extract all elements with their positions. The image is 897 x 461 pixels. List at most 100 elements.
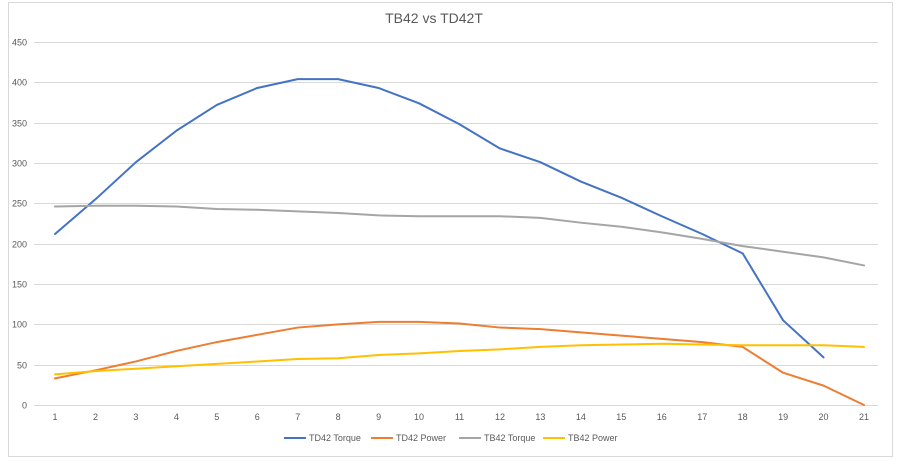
data-point (701, 344, 703, 346)
data-point (297, 327, 299, 329)
data-point (701, 238, 703, 240)
data-point (135, 161, 137, 163)
y-tick-label: 300 (12, 159, 27, 169)
data-point (782, 372, 784, 374)
y-tick-label: 50 (17, 361, 27, 371)
data-point (378, 321, 380, 323)
data-point (94, 370, 96, 372)
y-tick-label: 0 (22, 401, 27, 411)
data-point (216, 363, 218, 365)
y-tick-label: 250 (12, 199, 27, 209)
legend-item: TB42 Power (543, 433, 618, 443)
x-tick-label: 10 (414, 412, 424, 422)
data-point (742, 245, 744, 247)
data-point (418, 102, 420, 104)
data-point (297, 78, 299, 80)
x-tick-label: 1 (52, 412, 57, 422)
data-point (863, 346, 865, 348)
x-tick-label: 19 (778, 412, 788, 422)
x-tick-label: 16 (657, 412, 667, 422)
data-point (256, 360, 258, 362)
x-tick-label: 5 (214, 412, 219, 422)
data-point (499, 147, 501, 149)
y-tick-label: 200 (12, 240, 27, 250)
data-point (539, 161, 541, 163)
data-point (459, 323, 461, 325)
data-point (823, 344, 825, 346)
data-point (216, 104, 218, 106)
data-point (175, 130, 177, 132)
data-point (823, 356, 825, 358)
data-point (580, 222, 582, 224)
legend-label: TD42 Torque (309, 433, 361, 443)
data-point (742, 344, 744, 346)
x-axis-tick-labels: 1 2 3 4 5 6 7 8 9 10 11 12 13 14 15 16 17 18 19 20 21 (52, 412, 869, 422)
x-tick-label: 11 (455, 412, 464, 422)
data-point (782, 251, 784, 253)
data-point (863, 404, 865, 406)
data-point (539, 328, 541, 330)
data-point (256, 334, 258, 336)
data-point (337, 323, 339, 325)
data-point (135, 368, 137, 370)
y-tick-label: 150 (12, 280, 27, 290)
legend-item: TD42 Torque (284, 433, 361, 443)
x-tick-label: 17 (697, 412, 707, 422)
data-point (297, 210, 299, 212)
data-point (580, 344, 582, 346)
data-point (539, 346, 541, 348)
data-point (701, 233, 703, 235)
chart-title: TB42 vs TD42T (385, 10, 483, 26)
data-point (620, 344, 622, 346)
data-point (418, 215, 420, 217)
series-line (54, 204, 865, 267)
data-point (256, 209, 258, 211)
data-point (418, 352, 420, 354)
legend-item: TB42 Torque (459, 433, 535, 443)
data-point (175, 350, 177, 352)
legend-label: TB42 Torque (484, 433, 535, 443)
data-point (54, 233, 56, 235)
data-point (459, 350, 461, 352)
data-point (620, 335, 622, 337)
data-point (418, 321, 420, 323)
x-tick-label: 9 (376, 412, 381, 422)
data-point (378, 354, 380, 356)
series-line (54, 342, 865, 376)
data-point (620, 197, 622, 199)
x-tick-label: 15 (616, 412, 626, 422)
data-point (823, 385, 825, 387)
data-point (661, 338, 663, 340)
data-point (378, 87, 380, 89)
series-line (54, 78, 825, 359)
data-point (54, 206, 56, 208)
data-point (782, 319, 784, 321)
x-tick-label: 8 (336, 412, 341, 422)
data-point (661, 215, 663, 217)
series-lines (54, 78, 865, 406)
legend-label: TD42 Power (396, 433, 446, 443)
data-point (94, 205, 96, 207)
data-point (175, 206, 177, 208)
data-point (337, 212, 339, 214)
data-point (782, 344, 784, 346)
data-point (620, 226, 622, 228)
data-point (337, 357, 339, 359)
series-tb42-torque (54, 204, 865, 267)
x-tick-label: 21 (859, 412, 869, 422)
data-point (216, 208, 218, 210)
chart-border (8, 2, 893, 457)
x-tick-label: 3 (133, 412, 138, 422)
data-point (661, 343, 663, 345)
data-point (175, 365, 177, 367)
x-tick-label: 18 (738, 412, 748, 422)
data-point (742, 252, 744, 254)
series-tb42-power (54, 342, 865, 376)
legend-label: TB42 Power (568, 433, 618, 443)
x-tick-label: 13 (535, 412, 545, 422)
data-point (459, 123, 461, 125)
data-point (459, 215, 461, 217)
